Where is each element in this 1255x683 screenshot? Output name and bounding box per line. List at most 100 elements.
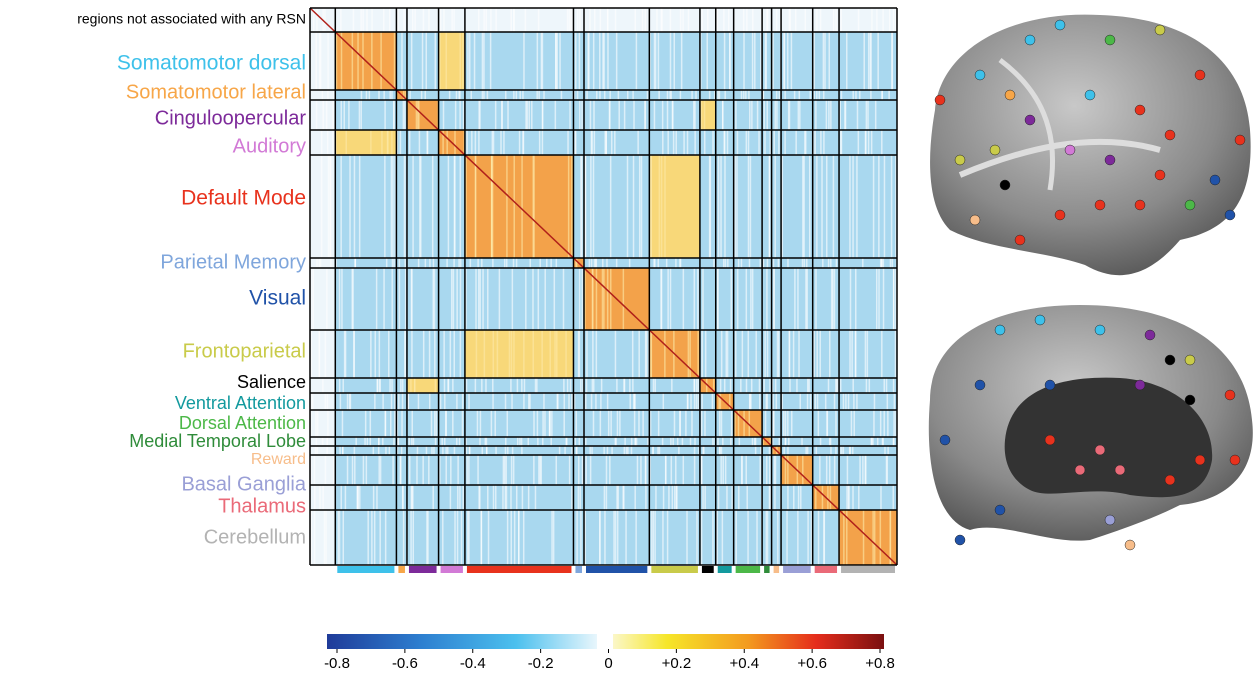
matrix-texture [488,510,490,565]
matrix-texture [876,268,878,330]
matrix-texture [642,410,644,437]
matrix-texture [887,446,889,455]
matrix-block [772,510,781,565]
matrix-texture [653,258,655,268]
matrix-block [584,510,649,565]
matrix-texture [555,100,557,130]
matrix-texture [585,437,587,446]
matrix-texture [580,378,582,393]
network-color-bar [575,566,582,573]
matrix-texture [826,155,828,258]
matrix-block [734,455,762,485]
matrix-block [310,510,335,565]
matrix-texture [746,130,748,155]
matrix-texture [357,485,359,510]
matrix-texture [326,446,328,455]
matrix-texture [783,32,785,90]
matrix-texture [816,330,818,378]
matrix-texture [600,410,602,437]
matrix-texture [435,378,437,393]
matrix-texture [475,268,477,330]
matrix-texture [748,155,750,258]
matrix-texture [486,437,488,446]
matrix-texture [559,446,561,455]
matrix-texture [784,90,786,100]
matrix-texture [578,455,580,485]
brain-node [955,155,965,165]
matrix-block [716,510,734,565]
network-color-bar [467,566,572,573]
matrix-texture [701,8,703,32]
matrix-texture [869,378,871,393]
matrix-texture [537,32,539,90]
matrix-texture [571,485,573,510]
matrix-texture [668,485,670,510]
matrix-block [396,485,407,510]
matrix-texture [658,410,660,437]
matrix-texture [568,393,570,410]
matrix-block [310,410,335,437]
matrix-texture [596,268,598,330]
matrix-texture [826,455,828,485]
matrix-texture [738,258,740,268]
matrix-texture [393,437,395,446]
matrix-texture [550,437,552,446]
matrix-block [584,455,649,485]
matrix-texture [594,130,596,155]
matrix-texture [788,100,790,130]
matrix-block [439,410,465,437]
matrix-texture [664,330,666,378]
matrix-texture [741,258,743,268]
matrix-texture [404,258,406,268]
matrix-texture [446,32,448,90]
matrix-texture [632,330,634,378]
matrix-texture [542,437,544,446]
matrix-texture [327,90,329,100]
matrix-texture [755,446,757,455]
matrix-texture [365,410,367,437]
matrix-texture [876,8,878,32]
matrix-texture [522,130,524,155]
matrix-texture [422,455,424,485]
matrix-texture [320,32,322,90]
matrix-texture [655,378,657,393]
matrix-texture [482,268,484,330]
matrix-texture [426,32,428,90]
matrix-texture [327,130,329,155]
matrix-texture [575,32,577,90]
matrix-texture [593,410,595,437]
matrix-texture [652,446,654,455]
matrix-texture [370,410,372,437]
matrix-texture [645,485,647,510]
matrix-texture [872,510,874,565]
matrix-texture [429,393,431,410]
matrix-texture [370,330,372,378]
matrix-texture [847,455,849,485]
matrix-texture [519,130,521,155]
matrix-texture [745,455,747,485]
matrix-texture [859,90,861,100]
matrix-texture [763,378,765,393]
matrix-block [839,90,897,100]
matrix-texture [586,378,588,393]
matrix-texture [639,155,641,258]
matrix-texture [504,258,506,268]
matrix-texture [820,437,822,446]
network-color-bar [702,566,714,573]
matrix-texture [481,258,483,268]
matrix-texture [540,455,542,485]
matrix-texture [674,32,676,90]
matrix-texture [778,330,780,378]
matrix-texture [312,268,314,330]
matrix-texture [391,378,393,393]
network-label: Cinguloopercular [155,107,307,129]
matrix-texture [460,330,462,378]
matrix-texture [314,510,316,565]
matrix-texture [500,130,502,155]
matrix-texture [348,100,350,130]
matrix-texture [786,510,788,565]
matrix-texture [579,32,581,90]
matrix-texture [851,330,853,378]
matrix-texture [474,32,476,90]
matrix-texture [607,8,609,32]
